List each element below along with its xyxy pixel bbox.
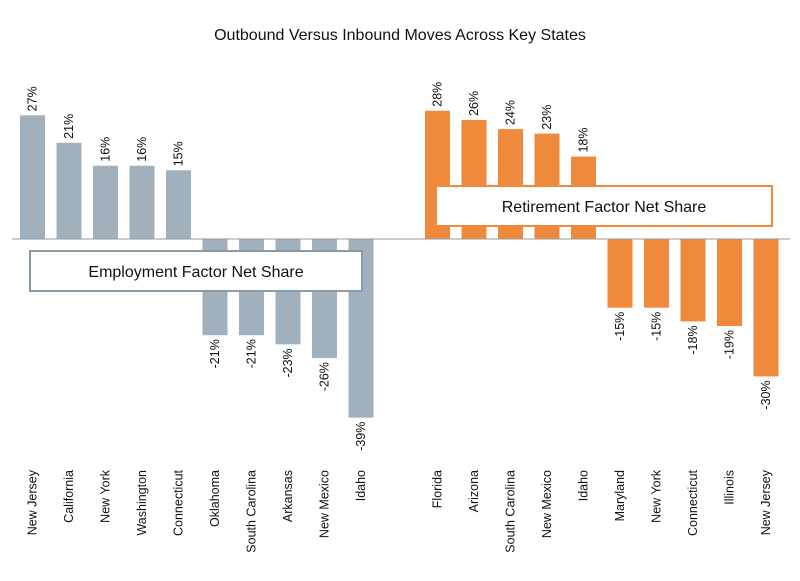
- bar-0-2: [93, 165, 118, 239]
- value-label-1-7: -18%: [686, 325, 700, 354]
- legend-label-employment: Employment Factor Net Share: [88, 264, 303, 281]
- value-label-1-4: 18%: [577, 128, 591, 153]
- value-label-1-3: 23%: [540, 105, 554, 130]
- category-label-1-0: Florida: [431, 470, 445, 508]
- category-label-1-6: New York: [650, 469, 664, 523]
- category-label-0-0: New Jersey: [26, 469, 40, 535]
- category-label-0-9: Idaho: [354, 470, 368, 501]
- bar-0-0: [20, 115, 45, 239]
- value-label-1-6: -15%: [650, 312, 664, 341]
- category-label-1-8: Illinois: [723, 470, 737, 505]
- value-label-1-8: -19%: [723, 330, 737, 359]
- category-label-1-5: Maryland: [613, 470, 627, 521]
- bar-1-9: [753, 239, 779, 377]
- legend-box-retirement-frame: [435, 185, 773, 227]
- category-label-0-8: New Mexico: [318, 470, 332, 538]
- category-label-1-2: South Carolina: [504, 470, 518, 553]
- value-label-1-2: 24%: [504, 100, 518, 125]
- value-label-0-8: -26%: [318, 362, 332, 391]
- value-label-0-7: -23%: [281, 348, 295, 377]
- chart-marks: 27% New Jersey 21% California 16% New York 16%…: [20, 82, 779, 553]
- bar-1-6: [644, 239, 669, 308]
- bar-1-5: [607, 239, 633, 308]
- legend-box-employment: Employment Factor Net Share: [29, 250, 363, 292]
- value-label-0-1: 21%: [62, 114, 76, 139]
- value-label-0-2: 16%: [99, 137, 113, 162]
- bar-0-4: [166, 170, 191, 239]
- value-label-1-1: 26%: [467, 91, 481, 116]
- value-label-1-9: -30%: [759, 380, 773, 409]
- category-label-0-4: Connecticut: [172, 469, 186, 536]
- legend-label-retirement: Retirement Factor Net Share: [502, 199, 707, 216]
- legend-box-employment-frame: [29, 250, 363, 292]
- category-label-0-5: Oklahoma: [208, 470, 222, 527]
- value-label-0-5: -21%: [208, 339, 222, 368]
- category-label-0-6: South Carolina: [245, 470, 259, 553]
- value-label-0-3: 16%: [135, 137, 149, 162]
- value-label-0-9: -39%: [354, 422, 368, 451]
- value-label-0-0: 27%: [26, 86, 40, 111]
- legend-box-retirement: Retirement Factor Net Share: [435, 185, 773, 227]
- category-label-0-7: Arkansas: [281, 470, 295, 522]
- value-label-1-5: -15%: [613, 312, 627, 341]
- category-label-0-1: California: [62, 470, 76, 523]
- category-label-1-3: New Mexico: [540, 470, 554, 538]
- category-label-1-4: Idaho: [577, 470, 591, 501]
- bar-0-3: [129, 165, 155, 239]
- bar-0-1: [56, 142, 82, 239]
- value-label-1-0: 28%: [431, 82, 445, 107]
- category-label-0-2: New York: [99, 469, 113, 523]
- value-label-0-4: 15%: [172, 141, 186, 166]
- category-label-1-7: Connecticut: [686, 469, 700, 536]
- category-label-1-9: New Jersey: [759, 469, 773, 535]
- chart-title: Outbound Versus Inbound Moves Across Key…: [214, 27, 586, 44]
- bar-1-8: [717, 239, 742, 327]
- category-label-0-3: Washington: [135, 470, 149, 536]
- value-label-0-6: -21%: [245, 339, 259, 368]
- bar-1-7: [680, 239, 706, 322]
- category-label-1-1: Arizona: [467, 470, 481, 512]
